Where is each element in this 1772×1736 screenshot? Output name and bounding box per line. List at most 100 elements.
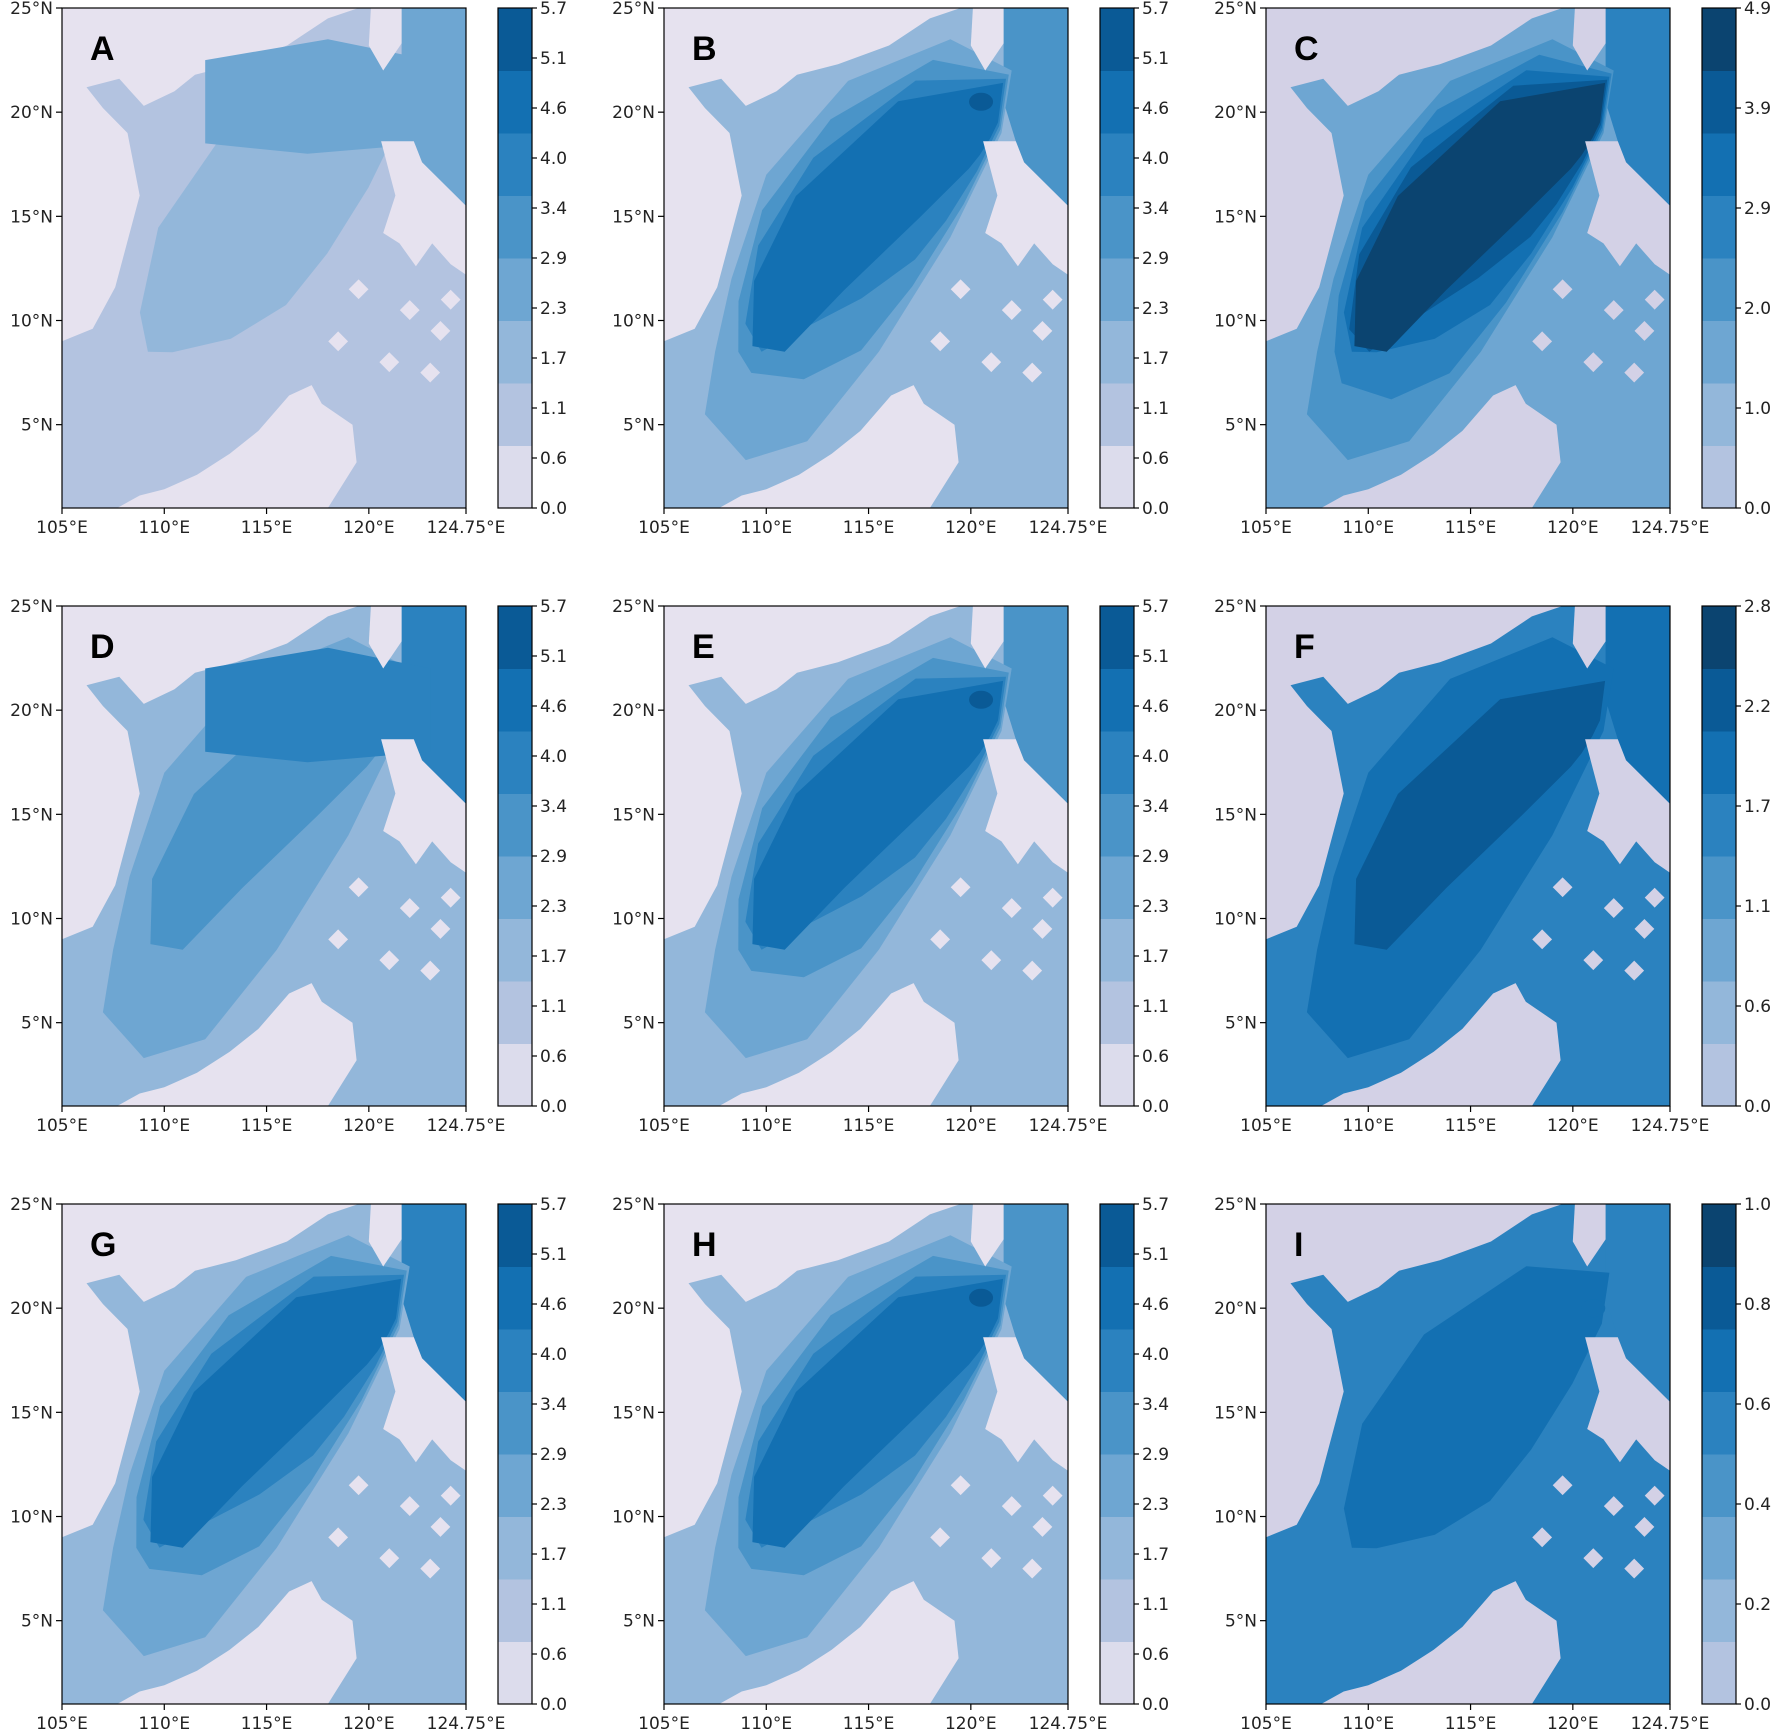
colorbar-tick-label: 0.6	[540, 1047, 567, 1067]
x-tick-label: 110°E	[138, 1116, 190, 1136]
land-island	[1634, 1517, 1655, 1537]
land-island	[1634, 919, 1655, 939]
colorbar-tick-label: 2.3	[1142, 299, 1169, 319]
y-tick-label: 15°N	[10, 1403, 53, 1423]
colorbar-frame	[1701, 1203, 1737, 1705]
colorbar-segment	[1100, 1329, 1134, 1392]
y-tick-label: 10°N	[1214, 312, 1257, 332]
y-tick-label: 25°N	[612, 1195, 655, 1215]
colorbar-tick-label: 5.1	[1142, 1245, 1169, 1265]
land-island	[930, 929, 951, 950]
panel-c: 105°E 110°E 115°E 120°E 124.75°E 5°N 10°N 15°N 2…	[1214, 0, 1771, 538]
axes-frame	[1265, 1203, 1671, 1705]
land-island	[1624, 1558, 1645, 1579]
land-island	[981, 352, 1002, 373]
colorbar-segment	[498, 1454, 532, 1517]
colorbar-segment	[1100, 731, 1134, 794]
land-island	[1552, 279, 1573, 300]
land-island	[930, 331, 951, 352]
land-taiwan	[1572, 606, 1606, 669]
panel-label: E	[692, 628, 715, 666]
colorbar-tick-label: 1.7	[540, 1545, 567, 1565]
x-tick-label: 110°E	[1342, 1714, 1394, 1734]
colorbar-tick-label: 1.1	[540, 1595, 567, 1615]
y-tick-label: 15°N	[1214, 805, 1257, 825]
panel-g: 105°E 110°E 115°E 120°E 124.75°E 5°N 10°N 15°N 2…	[10, 1195, 567, 1734]
colorbar-tick-label: 1.1	[540, 997, 567, 1017]
colorbar-segment	[1702, 1204, 1736, 1267]
colorbar-segment	[498, 383, 532, 446]
y-tick-label: 20°N	[1214, 103, 1257, 123]
y-tick-label: 25°N	[1214, 1195, 1257, 1215]
colorbar-tick-label: 1.7	[1142, 947, 1169, 967]
x-tick-label: 110°E	[1342, 1116, 1394, 1136]
colorbar-segment	[1100, 320, 1134, 384]
land-luzon	[381, 739, 466, 873]
y-tick-label: 20°N	[10, 701, 53, 721]
x-tick-label: 105°E	[638, 518, 690, 538]
colorbar-segment	[1100, 258, 1134, 321]
colorbar-segment	[1100, 1266, 1134, 1330]
colorbar-segment	[1100, 981, 1134, 1044]
land-borneo	[719, 983, 959, 1106]
land-luzon	[983, 1337, 1068, 1471]
x-tick-label: 115°E	[843, 1714, 895, 1734]
y-tick-label: 25°N	[612, 0, 655, 19]
contour-band	[1343, 1266, 1610, 1549]
land-island	[1042, 1485, 1063, 1506]
land-borneo	[719, 1581, 959, 1704]
land-island	[1022, 960, 1043, 981]
colorbar-segment	[498, 793, 532, 857]
colorbar-tick-label: 5.7	[1142, 1195, 1169, 1215]
land-island	[440, 1485, 461, 1506]
colorbar-tick-label: 0.8	[1744, 1295, 1771, 1315]
land-island	[1022, 1558, 1043, 1579]
land-taiwan	[970, 1204, 1004, 1267]
land-island	[1603, 898, 1624, 918]
colorbar-tick-label: 2.9	[1744, 199, 1771, 219]
map-field	[664, 1204, 1068, 1704]
colorbar-frame	[1701, 605, 1737, 1107]
land-taiwan	[1572, 1204, 1606, 1267]
colorbar-segment	[1702, 793, 1736, 857]
colorbar-segment	[1100, 856, 1134, 919]
colorbar-tick-label: 5.1	[1142, 647, 1169, 667]
colorbar-segment	[1100, 1641, 1134, 1705]
east-sector	[401, 8, 466, 206]
colorbar-segment	[498, 445, 532, 509]
land-island	[1603, 300, 1624, 320]
colorbar-tick-label: 2.0	[1744, 299, 1771, 319]
colorbar-tick-label: 3.4	[540, 1395, 567, 1415]
colorbar-tick-label: 5.7	[1142, 0, 1169, 19]
y-tick-label: 5°N	[21, 1014, 53, 1034]
x-tick-label: 120°E	[1547, 1714, 1599, 1734]
x-tick-label: 120°E	[945, 1116, 997, 1136]
colorbar-segment	[498, 320, 532, 384]
land-island	[348, 877, 369, 898]
land-luzon	[983, 141, 1068, 275]
x-tick-label: 124.75°E	[427, 1116, 506, 1136]
land-island	[1001, 1496, 1022, 1516]
colorbar-segment	[1702, 918, 1736, 982]
colorbar-segment	[1702, 8, 1736, 71]
map-field	[664, 606, 1068, 1106]
colorbar-tick-label: 0.6	[1744, 997, 1771, 1017]
map-field	[1266, 8, 1670, 508]
map-field	[664, 8, 1068, 508]
contour-band	[1354, 680, 1606, 950]
colorbar-segment	[498, 133, 532, 196]
y-tick-label: 20°N	[10, 103, 53, 123]
panel-f: 105°E 110°E 115°E 120°E 124.75°E 5°N 10°N 15°N 2…	[1214, 597, 1771, 1136]
y-tick-label: 20°N	[1214, 1299, 1257, 1319]
y-tick-label: 20°N	[10, 1299, 53, 1319]
x-tick-label: 110°E	[1342, 518, 1394, 538]
panel-i: 105°E 110°E 115°E 120°E 124.75°E 5°N 10°N 15°N 2…	[1214, 1195, 1771, 1734]
colorbar-frame	[1701, 7, 1737, 509]
north-band	[205, 39, 431, 154]
y-tick-label: 15°N	[612, 805, 655, 825]
land-taiwan	[970, 8, 1004, 71]
x-tick-label: 120°E	[1547, 1116, 1599, 1136]
east-sector	[1605, 8, 1670, 206]
colorbar-segment	[1702, 668, 1736, 732]
max-hotspot	[969, 690, 994, 709]
